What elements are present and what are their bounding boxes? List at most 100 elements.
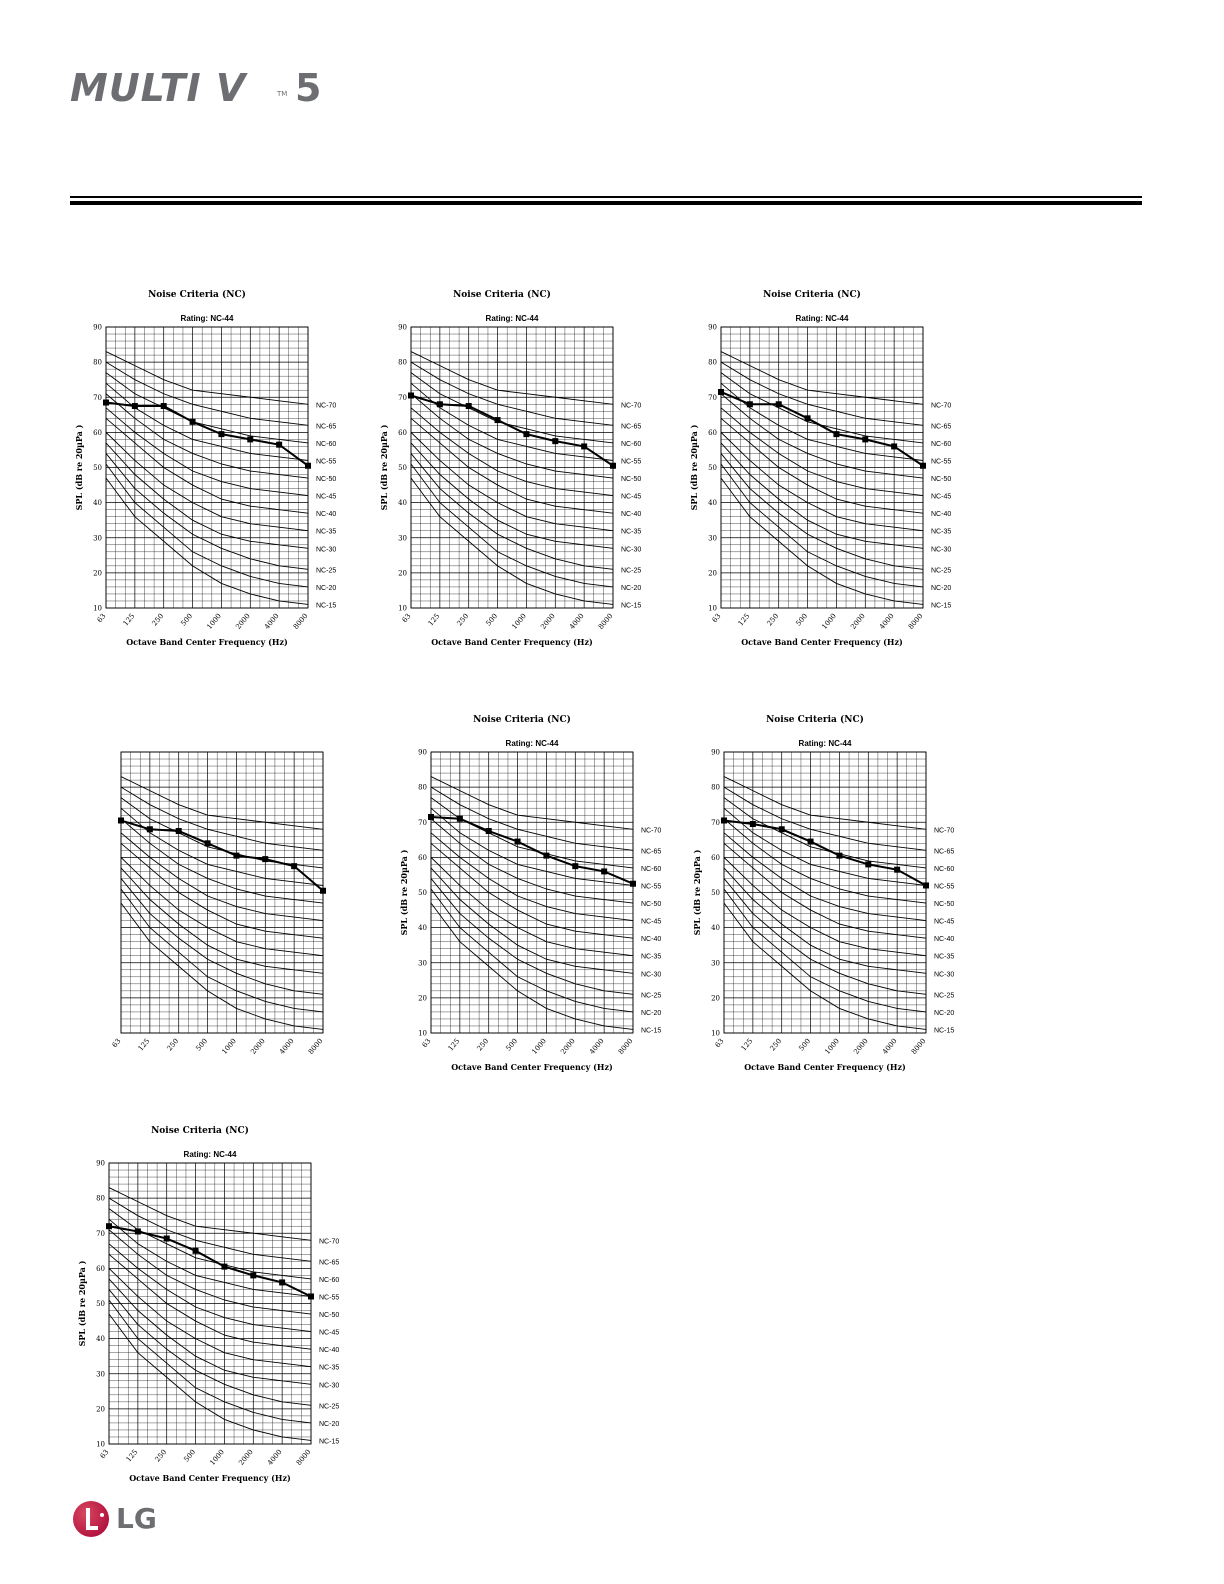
series-point	[465, 403, 472, 410]
y-tick-label: 30	[418, 959, 427, 967]
nc-chart-6: NC-70 NC-65 NC-60 NC-55 NC-50 NC-45 NC-40 NC-35…	[688, 710, 1018, 1090]
y-tick-label: 30	[708, 534, 717, 542]
y-tick-label: 40	[711, 924, 720, 932]
x-tick-label: 500	[182, 1448, 197, 1463]
y-tick-label: 70	[708, 394, 717, 402]
nc-curve	[723, 807, 927, 886]
chart-svg: NC-70 NC-65 NC-60 NC-55 NC-50 NC-45 NC-40 NC-35…	[689, 289, 951, 647]
nc-chart-2: NC-70 NC-65 NC-60 NC-55 NC-50 NC-45 NC-40 NC-35…	[375, 285, 705, 665]
series-point	[630, 880, 636, 887]
y-tick-label: 10	[93, 605, 102, 613]
nc-curve-label: NC-55	[319, 1294, 339, 1301]
y-tick-label: 60	[418, 854, 427, 862]
y-tick-label: 40	[708, 499, 717, 507]
y-tick-label: 80	[96, 1195, 105, 1203]
nc-curve	[105, 417, 309, 514]
series-point	[514, 838, 521, 845]
nc-curve-label: NC-70	[316, 402, 336, 409]
series-point	[192, 1247, 199, 1254]
nc-curve-label: NC-45	[319, 1330, 339, 1337]
x-tick-label: 2000	[559, 1037, 577, 1056]
nc-curve-label: NC-40	[931, 511, 951, 518]
chart-rating: Rating: NC-44	[486, 314, 539, 323]
x-axis-label: Octave Band Center Frequency (Hz)	[744, 1062, 906, 1072]
nc-curve-label: NC-50	[316, 476, 336, 483]
chart-rating: Rating: NC-44	[181, 314, 234, 323]
nc-curve-label: NC-60	[934, 866, 954, 873]
chart-svg: NC-70 NC-65 NC-60 NC-55 NC-50 NC-45 NC-40 NC-35…	[77, 1125, 339, 1483]
y-tick-label: 80	[711, 784, 720, 792]
nc-curve	[723, 818, 927, 904]
nc-curve	[410, 351, 614, 405]
series-line	[120, 819, 324, 892]
header-rule-bottom	[70, 201, 1142, 205]
nc-curve-label: NC-60	[931, 441, 951, 448]
nc-curve	[410, 453, 614, 570]
nc-curve-label: NC-30	[934, 971, 954, 978]
x-tick-label: 4000	[588, 1037, 606, 1056]
nc-curve-label: NC-45	[931, 494, 951, 501]
x-tick-label: 250	[154, 1448, 169, 1463]
nc-curve	[410, 432, 614, 532]
chart-title: Noise Criteria (NC)	[151, 1125, 249, 1136]
nc-curve	[410, 393, 614, 479]
chart-svg: 63 125 250 500 1000 2000 4000 8000	[111, 751, 326, 1056]
nc-curve-label: NC-65	[931, 423, 951, 430]
y-tick-label: 60	[96, 1265, 105, 1273]
logo-number: 5	[295, 66, 322, 110]
nc-curve	[120, 786, 324, 851]
nc-curve-label: NC-55	[621, 458, 641, 465]
x-tick-label: 1000	[823, 1037, 841, 1056]
nc-curve-label: NC-70	[934, 827, 954, 834]
chart-title: Noise Criteria (NC)	[473, 714, 571, 725]
plot-frame	[108, 1162, 312, 1445]
y-tick-label: 90	[418, 749, 427, 757]
series-point	[833, 431, 840, 438]
x-tick-label: 8000	[597, 612, 615, 631]
nc-curve	[720, 351, 924, 405]
nc-curve	[105, 351, 309, 405]
x-tick-label: 500	[194, 1037, 209, 1052]
y-tick-label: 50	[418, 889, 427, 897]
nc-curve	[105, 453, 309, 570]
nc-curve	[723, 797, 927, 869]
nc-curve-label: NC-25	[319, 1403, 339, 1410]
grid	[720, 326, 924, 609]
nc-curve-label: NC-50	[641, 901, 661, 908]
x-tick-label: 125	[740, 1037, 755, 1052]
x-axis-label: Octave Band Center Frequency (Hz)	[431, 637, 593, 647]
nc-curve	[108, 1218, 312, 1297]
y-tick-label: 30	[711, 959, 720, 967]
y-tick-label: 20	[398, 569, 407, 577]
nc-curve-label: NC-15	[621, 602, 641, 609]
x-tick-label: 250	[769, 1037, 784, 1052]
x-tick-label: 63	[96, 612, 108, 624]
series-point	[118, 817, 124, 824]
series-line	[410, 394, 614, 467]
nc-curve-label: NC-45	[934, 919, 954, 926]
nc-curve-label: NC-15	[931, 602, 951, 609]
series-point	[601, 868, 608, 875]
nc-curve	[108, 1313, 312, 1441]
x-tick-label: 8000	[910, 1037, 928, 1056]
x-tick-label: 1000	[208, 1448, 226, 1467]
y-tick-label: 10	[96, 1441, 105, 1449]
nc-curve-label: NC-45	[641, 919, 661, 926]
nc-curve-label: NC-60	[621, 441, 641, 448]
nc-curve	[120, 807, 324, 886]
nc-curve	[410, 372, 614, 444]
nc-curve	[723, 842, 927, 939]
x-tick-label: 2000	[234, 612, 252, 631]
nc-curve-label: NC-55	[641, 883, 661, 890]
nc-curve	[720, 477, 924, 605]
nc-curve	[430, 807, 634, 886]
y-tick-label: 40	[93, 499, 102, 507]
nc-curve	[105, 361, 309, 426]
series-point	[865, 861, 872, 868]
nc-curve	[410, 477, 614, 605]
series-point	[305, 462, 311, 469]
x-tick-label: 125	[447, 1037, 462, 1052]
nc-curve	[105, 372, 309, 444]
nc-curve-label: NC-40	[316, 511, 336, 518]
nc-curve-label: NC-60	[319, 1277, 339, 1284]
